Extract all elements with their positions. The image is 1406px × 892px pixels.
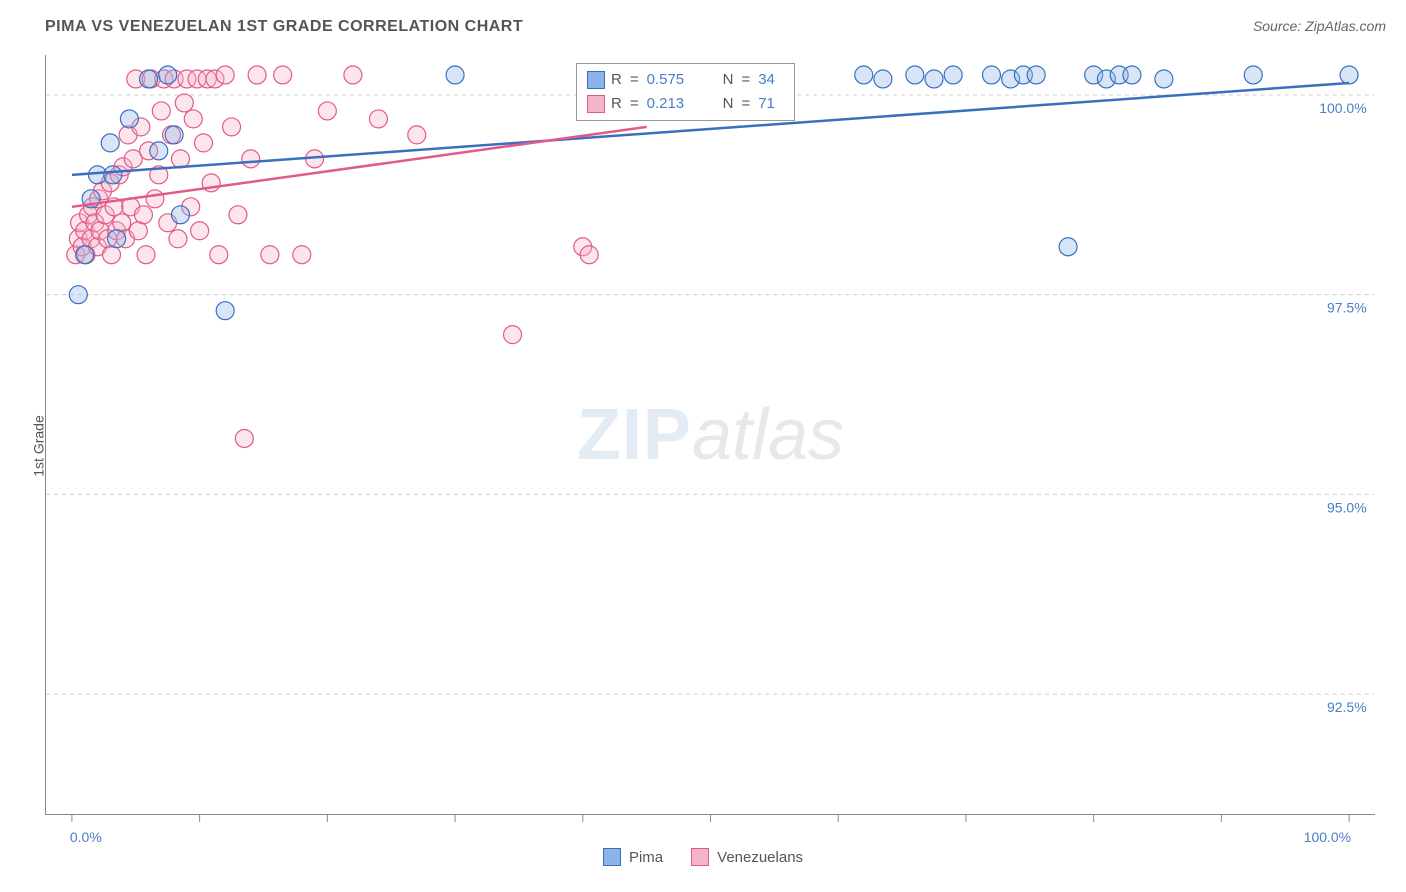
labels-layer: 92.5% 95.0% 97.5% 100.0% 0.0% 100.0% — [70, 100, 1367, 845]
equals-icon: = — [741, 68, 750, 92]
swatch-venezuelans-icon — [587, 95, 605, 113]
svg-text:100.0%: 100.0% — [1304, 829, 1351, 845]
legend-item-venezuelans: Venezuelans — [691, 848, 803, 866]
swatch-pima-icon — [587, 71, 605, 89]
svg-text:97.5%: 97.5% — [1327, 300, 1367, 316]
stats-r-value: 0.575 — [647, 68, 697, 92]
series-layer — [67, 66, 1358, 447]
swatch-pima — [603, 848, 621, 866]
stats-r-label: R — [611, 68, 622, 92]
chart-title: PIMA VS VENEZUELAN 1ST GRADE CORRELATION… — [45, 18, 523, 36]
stats-n-value: 34 — [758, 68, 784, 92]
stats-n-value: 71 — [758, 92, 784, 116]
equals-icon: = — [741, 92, 750, 116]
legend-item-pima: Pima — [603, 848, 663, 866]
legend-label-pima: Pima — [629, 849, 663, 866]
stats-r-value: 0.213 — [647, 92, 697, 116]
svg-text:95.0%: 95.0% — [1327, 499, 1367, 515]
stats-r-label: R — [611, 92, 622, 116]
stats-legend-row-venezuelans: R = 0.213 N = 71 — [587, 92, 784, 116]
chart-source: Source: ZipAtlas.com — [1253, 18, 1386, 34]
svg-text:0.0%: 0.0% — [70, 829, 102, 845]
stats-n-label: N — [723, 92, 734, 116]
swatch-venezuelans — [691, 848, 709, 866]
plot-area: 92.5%95.0%97.5%100.0%0.0%100.0% ZIPatlas… — [45, 55, 1375, 815]
legend-label-venezuelans: Venezuelans — [717, 849, 803, 866]
equals-icon: = — [630, 68, 639, 92]
stats-legend: R = 0.575 N = 34 R = 0.213 N = 71 — [576, 63, 795, 121]
chart-svg: 92.5%95.0%97.5%100.0%0.0%100.0% — [46, 55, 1375, 814]
svg-text:100.0%: 100.0% — [1319, 100, 1366, 116]
equals-icon: = — [630, 92, 639, 116]
stats-n-label: N — [723, 68, 734, 92]
svg-text:92.5%: 92.5% — [1327, 699, 1367, 715]
grid-layer — [46, 95, 1374, 694]
title-bar: PIMA VS VENEZUELAN 1ST GRADE CORRELATION… — [45, 18, 1386, 36]
stats-legend-row-pima: R = 0.575 N = 34 — [587, 68, 784, 92]
bottom-legend: Pima Venezuelans — [0, 848, 1406, 866]
x-ticks-layer — [72, 814, 1349, 822]
